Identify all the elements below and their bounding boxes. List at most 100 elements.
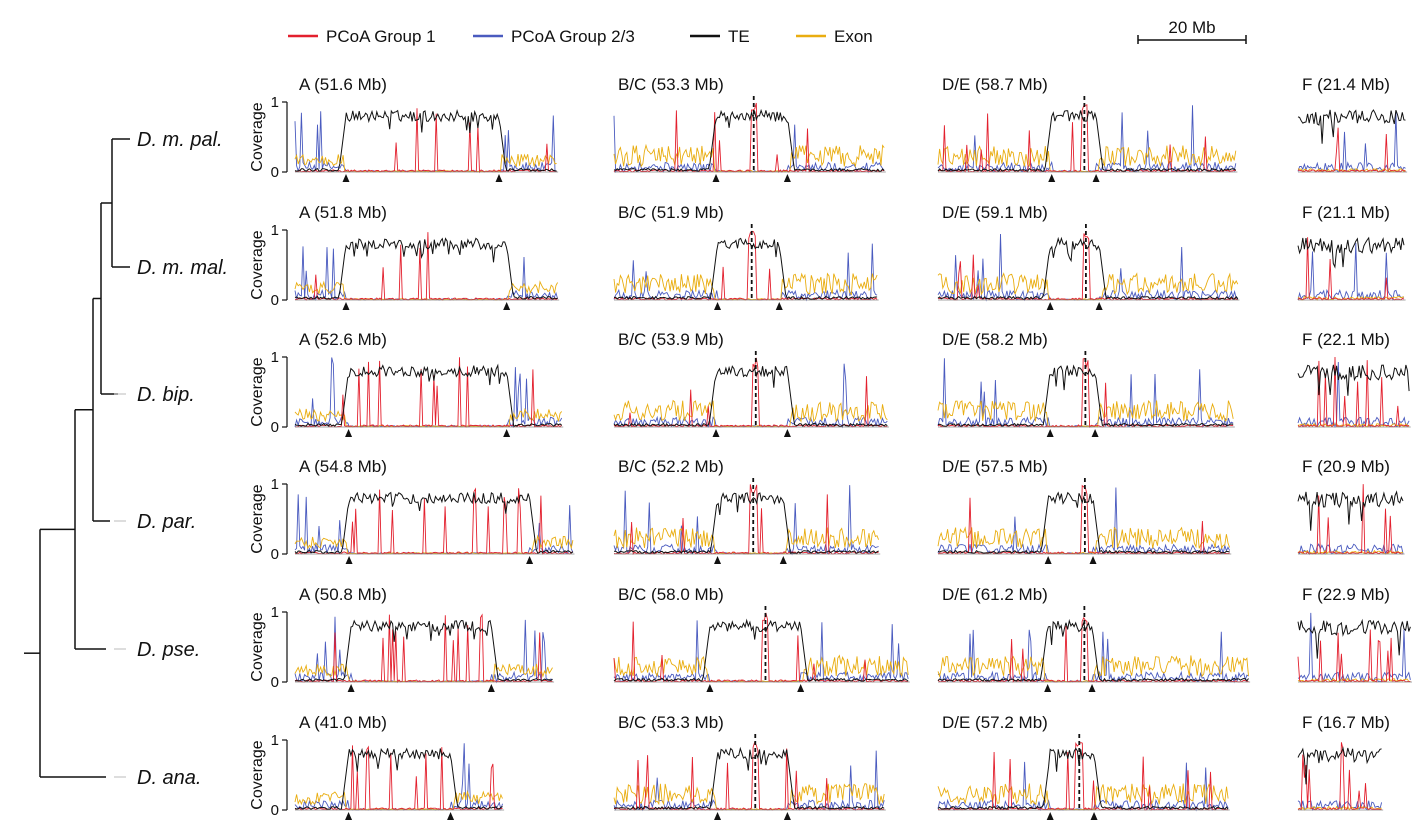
centromere-marker — [775, 302, 783, 310]
series-te — [294, 491, 574, 554]
centromere-marker — [714, 812, 722, 820]
panel-BC: B/C (53.3 Mb) — [613, 75, 886, 182]
series-te — [613, 237, 878, 301]
centromere-marker — [712, 429, 720, 437]
legend-label-pcoa23: PCoA Group 2/3 — [511, 27, 635, 46]
series-exon — [937, 526, 1231, 555]
series-te — [937, 491, 1230, 555]
panel-title: F (21.1 Mb) — [1302, 203, 1390, 222]
panel-DE: D/E (59.1 Mb) — [937, 203, 1240, 310]
panel-DE: D/E (58.2 Mb) — [937, 330, 1235, 437]
centromere-marker — [1048, 174, 1056, 182]
series-pcoa1 — [294, 108, 557, 174]
panel-title: D/E (57.2 Mb) — [942, 713, 1048, 732]
panel-F: F (21.4 Mb) — [1297, 75, 1408, 173]
panel-title: F (16.7 Mb) — [1302, 713, 1390, 732]
series-te — [613, 618, 909, 683]
series-pcoa1 — [613, 102, 885, 174]
y-tick-label: 0 — [271, 546, 279, 563]
centromere-marker — [712, 174, 720, 182]
series-te — [294, 109, 557, 172]
centromere-marker — [1091, 429, 1099, 437]
panel-title: F (20.9 Mb) — [1302, 457, 1390, 476]
series-pcoa1 — [614, 741, 885, 811]
panel-title: A (41.0 Mb) — [299, 713, 387, 732]
y-tick-label: 0 — [271, 802, 279, 819]
panel-A: A (50.8 Mb) — [294, 585, 555, 692]
centromere-marker — [495, 174, 503, 182]
panel-A: A (51.6 Mb) — [294, 75, 559, 182]
series-pcoa1 — [937, 357, 1234, 428]
y-tick-label: 0 — [271, 419, 279, 436]
panel-F: F (21.1 Mb) — [1297, 203, 1406, 302]
panel-F: F (22.9 Mb) — [1297, 585, 1412, 684]
panel-title: D/E (57.5 Mb) — [942, 457, 1048, 476]
series-pcoa23 — [937, 487, 1231, 556]
panel-F: F (22.1 Mb) — [1297, 330, 1411, 429]
series-pcoa23 — [294, 111, 557, 173]
legend-label-exon: Exon — [834, 27, 873, 46]
centromere-marker — [345, 812, 353, 820]
centromere-marker — [447, 812, 455, 820]
panel-F: F (16.7 Mb) — [1297, 713, 1390, 812]
series-te — [1297, 109, 1406, 144]
panel-title: B/C (53.3 Mb) — [618, 75, 724, 94]
centromere-marker — [347, 684, 355, 692]
centromere-marker — [503, 302, 511, 310]
centromere-marker — [1092, 174, 1100, 182]
centromere-marker — [345, 429, 353, 437]
species-row: 0 1 Coverage A (51.8 Mb) B/C (51.9 Mb) D/E (5… — [249, 203, 1406, 310]
panel-title: D/E (58.7 Mb) — [942, 75, 1048, 94]
panel-DE: D/E (57.5 Mb) — [937, 457, 1232, 564]
series-te — [295, 619, 553, 682]
panel-title: B/C (53.3 Mb) — [618, 713, 724, 732]
series-pcoa23 — [613, 243, 878, 302]
series-pcoa23 — [294, 743, 503, 811]
panel-title: D/E (59.1 Mb) — [942, 203, 1048, 222]
centromere-marker — [714, 556, 722, 564]
series-exon — [937, 272, 1239, 301]
species-label: D. m. mal. — [137, 257, 228, 279]
centromere-marker — [779, 556, 787, 564]
series-te — [613, 108, 885, 173]
centromere-marker — [1044, 556, 1052, 564]
series-te — [1297, 490, 1404, 531]
centromere-marker — [1095, 302, 1103, 310]
panel-title: A (54.8 Mb) — [299, 457, 387, 476]
y-tick-label: 1 — [271, 732, 279, 749]
panel-title: A (51.8 Mb) — [299, 203, 387, 222]
series-pcoa1 — [613, 230, 878, 301]
centromere-marker — [503, 429, 511, 437]
species-label: D. ana. — [137, 767, 201, 789]
legend-label-te: TE — [728, 27, 750, 46]
centromere-marker — [714, 302, 722, 310]
species-row: 0 1 Coverage A (41.0 Mb) B/C (53.3 Mb) D/E (5… — [249, 713, 1390, 820]
series-pcoa23 — [613, 363, 888, 429]
series-te — [1297, 618, 1411, 659]
panel-title: B/C (58.0 Mb) — [618, 585, 724, 604]
series-te — [937, 110, 1237, 172]
y-axis-label: Coverage — [249, 740, 266, 809]
series-exon — [613, 143, 885, 173]
panel-title: D/E (61.2 Mb) — [942, 585, 1048, 604]
species-labels: D. m. pal. D. m. mal. D. bip. D. par. D. pse… — [137, 129, 228, 789]
series-exon — [1297, 677, 1411, 683]
series-te — [613, 365, 888, 428]
y-axis-label: Coverage — [249, 102, 266, 171]
series-te — [1297, 746, 1382, 785]
phylogeny-tree — [24, 138, 130, 778]
series-exon — [613, 272, 878, 301]
panel-title: D/E (58.2 Mb) — [942, 330, 1048, 349]
panel-BC: B/C (53.3 Mb) — [613, 713, 886, 820]
centromere-marker — [1044, 684, 1052, 692]
legend-label-pcoa1: PCoA Group 1 — [326, 27, 436, 46]
panel-title: B/C (52.2 Mb) — [618, 457, 724, 476]
centromere-marker — [342, 174, 350, 182]
panel-DE: D/E (57.2 Mb) — [937, 713, 1230, 820]
series-pcoa1 — [294, 357, 563, 428]
panel-DE: D/E (58.7 Mb) — [937, 75, 1238, 182]
series-te — [294, 747, 503, 810]
species-label: D. pse. — [137, 639, 200, 661]
centromere-marker — [706, 684, 714, 692]
centromere-marker — [1089, 556, 1097, 564]
